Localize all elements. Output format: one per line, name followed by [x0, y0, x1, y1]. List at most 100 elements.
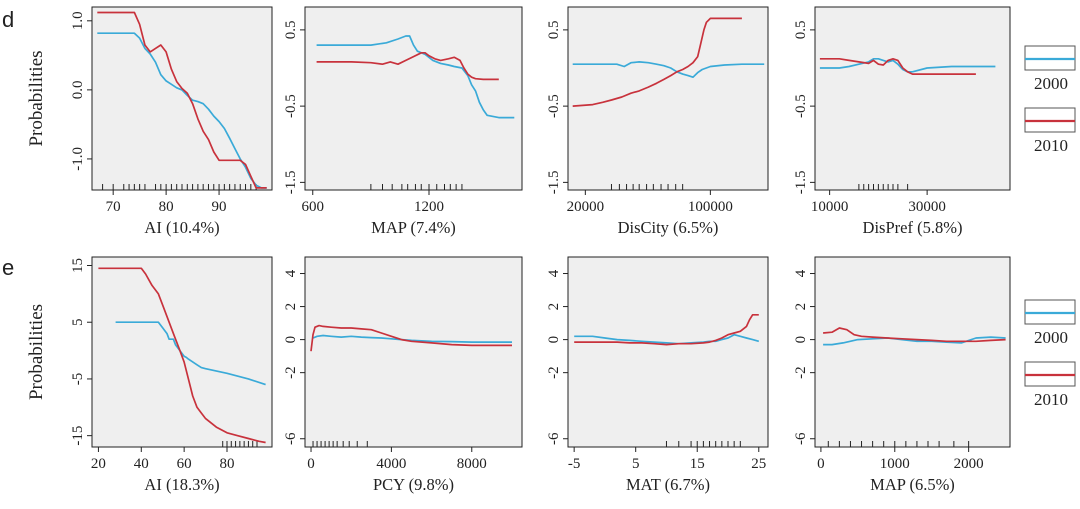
x-axis-label: AI (18.3%) [144, 475, 219, 494]
y-tick-label: 0.5 [793, 21, 809, 40]
series-line-2010 [572, 17, 742, 107]
series-line-2000 [97, 32, 267, 189]
y-axis-label: Probabilities [26, 304, 47, 400]
y-tick-label: -6 [793, 432, 809, 445]
x-tick-label: 2000 [954, 456, 984, 472]
y-tick-label: -1.5 [283, 171, 299, 195]
series-line-2000 [316, 35, 515, 119]
series-line-2000 [115, 321, 266, 386]
plot-area [304, 6, 523, 191]
series-line-2010 [823, 327, 1006, 343]
plot-area [567, 6, 769, 191]
x-tick-label: 60 [177, 456, 192, 472]
x-tick-label: 5 [632, 456, 640, 472]
y-tick-label: 0.5 [283, 21, 299, 40]
series-line-2010 [316, 51, 499, 81]
y-tick-label: -6 [283, 432, 299, 445]
chart-panel-e-2: -5 5 15 25 4 2 0 -2 -6 MAT (6.7%) [546, 256, 769, 494]
x-axis-label: PCY (9.8%) [373, 475, 454, 494]
chart-panel-e-0: 20 40 60 80 15 5 -5 -15 AI (18.3%) Probabilities [26, 256, 273, 494]
x-tick-label: -5 [568, 456, 581, 472]
plot-area [814, 256, 1011, 448]
y-tick-label: -15 [70, 426, 86, 446]
chart-panel-d-3: 10000 30000 0.5 -0.5 -1.5 DisPref (5.8%) [793, 6, 1011, 237]
y-tick-label: -1.5 [793, 171, 809, 195]
y-tick-label: 15 [70, 258, 86, 273]
series-line-2010 [574, 313, 759, 346]
y-tick-label: -2 [793, 366, 809, 379]
x-tick-label: 0 [307, 456, 315, 472]
chart-panel-d-0: 70 80 90 1.0 0.0 -1.0 AI (10.4%) Probabilities [26, 6, 273, 237]
x-tick-label: 70 [106, 199, 121, 215]
y-tick-label: 2 [546, 303, 562, 311]
legend-d: 2000 2010 [1024, 45, 1076, 155]
x-tick-label: 4000 [376, 456, 406, 472]
legend-label-2000: 2000 [1034, 74, 1068, 93]
y-tick-label: 2 [793, 303, 809, 311]
y-tick-label: -1.0 [70, 147, 86, 171]
y-axis-label: Probabilities [26, 50, 47, 146]
x-tick-label: 30000 [908, 199, 946, 215]
panel-label-e: e [2, 255, 15, 280]
series-line-2000 [819, 57, 996, 73]
series-line-2010 [97, 11, 267, 189]
y-tick-label: 0 [283, 336, 299, 344]
y-tick-label: 0 [793, 336, 809, 344]
y-tick-label: 4 [283, 269, 299, 277]
y-tick-label: 0 [546, 336, 562, 344]
x-axis-label: MAP (7.4%) [371, 218, 456, 237]
plot-area [814, 6, 1011, 191]
y-tick-label: 2 [283, 303, 299, 311]
series-line-2010 [819, 57, 976, 75]
x-tick-label: 10000 [811, 199, 849, 215]
y-tick-label: 1.0 [70, 11, 86, 30]
x-tick-label: 100000 [688, 199, 733, 215]
x-tick-label: 8000 [457, 456, 487, 472]
x-tick-label: 1200 [414, 199, 444, 215]
x-axis-label: MAP (6.5%) [870, 475, 955, 494]
y-tick-label: 4 [793, 269, 809, 277]
y-tick-label: -0.5 [793, 94, 809, 118]
chart-panel-d-2: 20000 100000 0.5 -0.5 -1.5 DisCity (6.5%) [546, 6, 769, 237]
x-axis-label: DisPref (5.8%) [863, 218, 963, 237]
x-tick-label: 0 [817, 456, 825, 472]
y-tick-label: 0.5 [546, 21, 562, 40]
series-line-2010 [310, 324, 512, 352]
y-tick-label: -5 [70, 373, 86, 386]
series-line-2000 [572, 61, 765, 79]
y-tick-label: 0.0 [70, 80, 86, 99]
x-tick-label: 90 [212, 199, 227, 215]
plot-area [91, 256, 273, 448]
plot-area [304, 256, 523, 448]
y-tick-label: -6 [546, 432, 562, 445]
y-tick-label: 4 [546, 269, 562, 277]
x-axis-label: MAT (6.7%) [626, 475, 710, 494]
legend-e: 2000 2010 [1024, 299, 1076, 409]
plot-area [567, 256, 769, 448]
legend-label-2010: 2010 [1034, 390, 1068, 409]
x-tick-label: 80 [159, 199, 174, 215]
y-tick-label: 5 [70, 318, 86, 326]
series-line-2000 [312, 334, 512, 343]
chart-panel-e-1: 0 4000 8000 4 2 0 -2 -6 PCY (9.8%) [283, 256, 523, 494]
chart-panel-e-3: 0 1000 2000 4 2 0 -2 -6 MAP (6.5%) [793, 256, 1011, 494]
panel-label-d: d [2, 7, 15, 32]
x-tick-label: 20000 [567, 199, 605, 215]
chart-panel-d-1: 600 1200 0.5 -0.5 -1.5 MAP (7.4%) [283, 6, 523, 237]
legend-label-2000: 2000 [1034, 328, 1068, 347]
plot-area [91, 6, 273, 191]
series-line-2010 [98, 267, 266, 444]
x-tick-label: 15 [690, 456, 705, 472]
x-axis-label: AI (10.4%) [144, 218, 219, 237]
y-tick-label: -0.5 [283, 94, 299, 118]
legend-label-2010: 2010 [1034, 136, 1068, 155]
x-tick-label: 80 [220, 456, 235, 472]
series-line-2000 [823, 336, 1006, 346]
y-tick-label: -2 [283, 366, 299, 379]
x-tick-label: 25 [751, 456, 766, 472]
y-tick-label: -0.5 [546, 94, 562, 118]
x-tick-label: 600 [302, 199, 325, 215]
y-tick-label: -2 [546, 366, 562, 379]
x-axis-label: DisCity (6.5%) [618, 218, 719, 237]
